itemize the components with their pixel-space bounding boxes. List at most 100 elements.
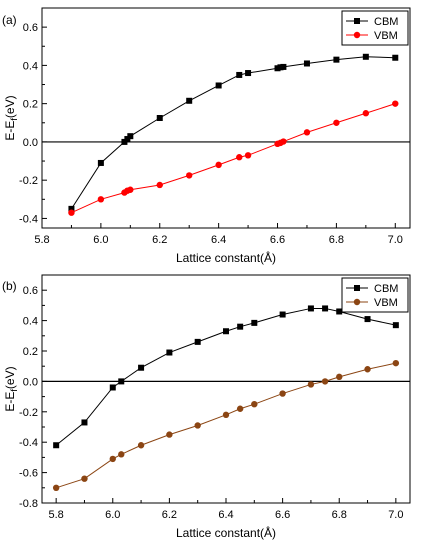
data-point-cbm: [81, 419, 88, 426]
data-point-vbm: [194, 422, 201, 429]
x-tick-label: 6.6: [275, 509, 290, 521]
data-point-cbm: [245, 70, 252, 77]
x-tick-label: 6.4: [211, 234, 226, 246]
y-tick-label: -0.4: [19, 437, 38, 449]
y-tick-label: 0.2: [23, 346, 38, 358]
panel-label: (a): [2, 13, 17, 27]
data-point-cbm: [236, 71, 243, 78]
data-point-vbm: [333, 119, 340, 126]
data-point-cbm: [138, 364, 145, 371]
legend-marker: [354, 285, 360, 291]
data-point-cbm: [303, 60, 310, 67]
y-axis-label: E-Ef(eV): [3, 95, 19, 140]
x-tick-label: 6.6: [270, 234, 285, 246]
data-point-vbm: [279, 390, 286, 397]
panel-label: (b): [2, 279, 17, 293]
x-axis-label: Lattice constant(Å): [176, 250, 276, 265]
y-tick-label: 0.0: [23, 137, 38, 149]
panel-b: 5.8 6.0 6.2 6.4 6.6 6.8 7.0 -0.8 -0.6 -0.4 -0.2 0.0…: [2, 274, 411, 540]
data-point-cbm: [53, 442, 60, 449]
x-tick-label: 5.8: [49, 509, 64, 521]
x-tick-label: 6.0: [105, 509, 120, 521]
data-point-vbm: [137, 442, 145, 449]
data-point-vbm: [364, 366, 371, 373]
x-tick-label: 6.8: [329, 234, 344, 246]
data-point-cbm: [127, 133, 134, 140]
plot-frame: [41, 7, 411, 229]
data-point-vbm: [336, 373, 343, 381]
data-point-vbm: [109, 455, 116, 463]
data-point-vbm: [127, 186, 134, 193]
series-line-vbm: [55, 362, 396, 489]
data-point-cbm: [166, 349, 173, 356]
data-point-cbm: [322, 305, 329, 312]
y-tick-label: 0.2: [23, 99, 38, 111]
data-point-vbm: [307, 381, 315, 388]
data-point-vbm: [244, 152, 252, 159]
x-tick-label: 6.2: [152, 234, 167, 246]
data-point-cbm: [156, 115, 163, 121]
data-point-cbm: [279, 311, 286, 318]
y-tick-label: -0.4: [19, 213, 38, 225]
legend-label: CBM: [374, 283, 398, 295]
panel-a: 5.8 6.0 6.2 6.4 6.6 6.8 7.0 -0.4 -0.2 0.0 0.2 0.4 0.…: [2, 7, 411, 265]
data-point-vbm: [321, 378, 329, 385]
x-tick-label: 6.2: [162, 509, 177, 521]
x-tick-label: 6.0: [93, 234, 108, 246]
x-axis-label: Lattice constant(Å): [176, 525, 276, 540]
legend-label: VBM: [374, 30, 398, 42]
y-tick-label: 0.6: [23, 285, 38, 297]
y-tick-label: -0.6: [19, 468, 38, 480]
y-tick-label: -0.8: [19, 498, 38, 510]
legend-label: VBM: [374, 297, 398, 309]
data-point-vbm: [251, 401, 258, 408]
y-axis-label: E-Ef(eV): [3, 366, 19, 411]
data-point-vbm: [303, 129, 311, 136]
data-point-vbm: [236, 405, 244, 412]
x-tick-label: 7.0: [388, 234, 403, 246]
data-point-cbm: [194, 338, 201, 345]
y-tick-label: -0.2: [19, 175, 38, 187]
x-tick-label: 5.8: [34, 234, 49, 246]
data-point-cbm: [237, 323, 244, 330]
data-point-cbm: [392, 54, 399, 61]
y-tick-label: 0.6: [23, 22, 38, 34]
legend-box: [341, 10, 409, 46]
data-point-cbm: [215, 82, 222, 89]
data-point-vbm: [166, 431, 173, 438]
series-line-vbm: [71, 103, 396, 214]
data-point-vbm: [392, 100, 399, 107]
data-point-vbm: [280, 138, 287, 145]
legend-marker: [353, 298, 361, 306]
data-point-cbm: [186, 97, 193, 104]
legend-marker: [353, 31, 361, 39]
data-point-vbm: [392, 359, 400, 367]
legend-marker: [354, 18, 360, 24]
legend-label: CBM: [374, 16, 398, 28]
data-point-cbm: [336, 308, 343, 315]
legend-box: [341, 277, 409, 313]
data-point-vbm: [236, 154, 243, 161]
x-tick-label: 7.0: [388, 509, 403, 521]
y-tick-label: 0.0: [23, 376, 38, 388]
data-point-vbm: [52, 484, 60, 491]
series-line-cbm: [71, 56, 396, 210]
data-point-vbm: [156, 181, 163, 189]
y-tick-label: 0.4: [23, 316, 38, 328]
data-point-vbm: [362, 110, 370, 117]
data-point-cbm: [364, 316, 371, 323]
data-point-vbm: [97, 196, 105, 203]
data-point-vbm: [118, 451, 125, 458]
data-point-cbm: [333, 56, 340, 63]
data-point-vbm: [215, 161, 222, 169]
data-point-cbm: [68, 205, 75, 212]
data-point-cbm: [307, 305, 314, 312]
x-tick-label: 6.8: [332, 509, 347, 521]
data-point-vbm: [186, 172, 193, 179]
data-point-vbm: [68, 209, 75, 216]
series-line-cbm: [55, 307, 396, 446]
y-tick-label: 0.4: [23, 60, 38, 72]
data-point-vbm: [81, 475, 88, 482]
